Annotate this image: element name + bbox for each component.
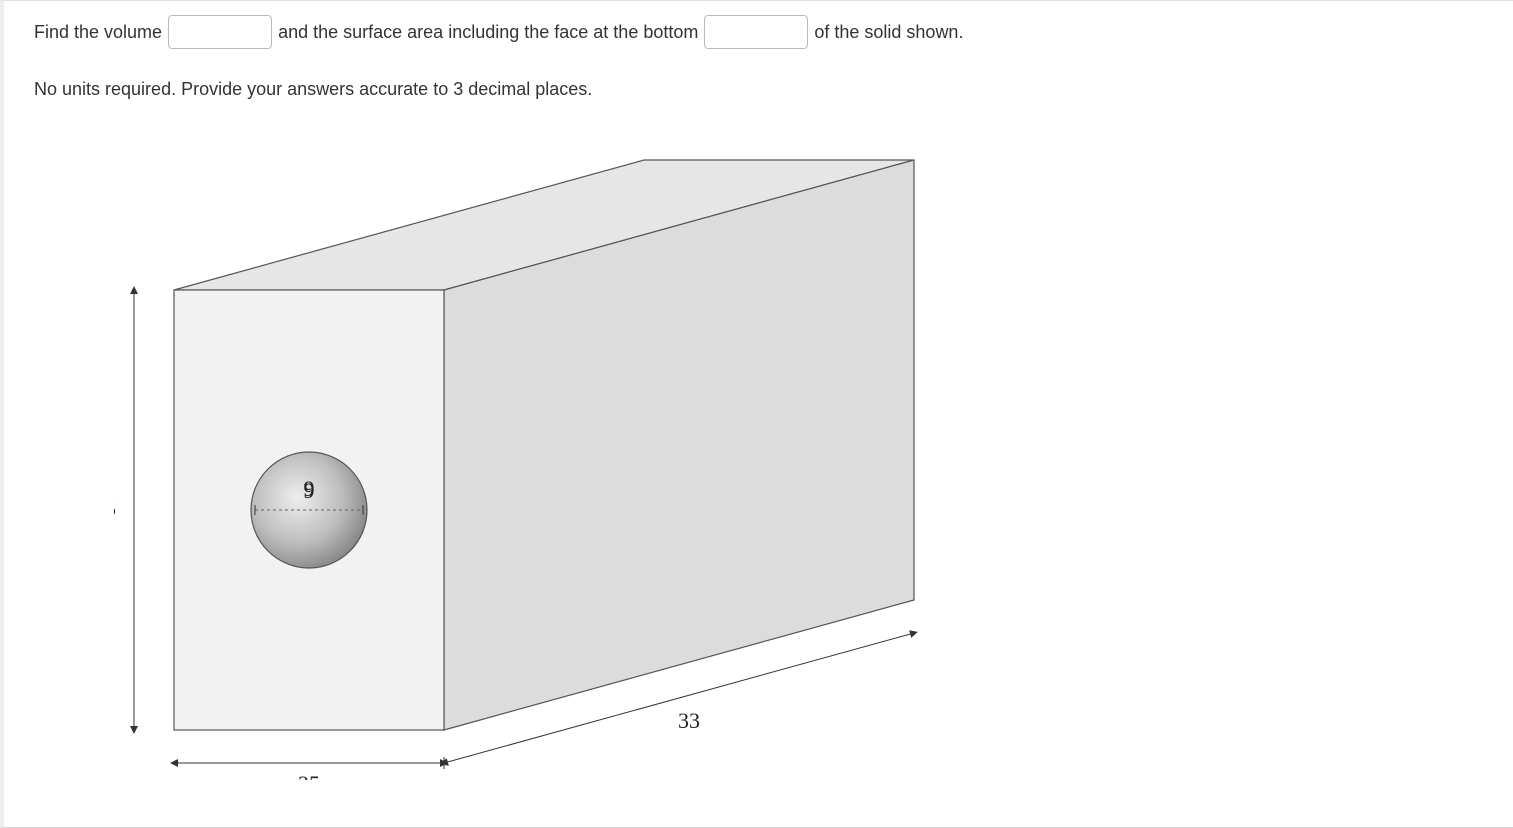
surface-area-input[interactable] [704,15,808,49]
text-precision-note: No units required. Provide your answers … [34,79,592,99]
question-line-2: No units required. Provide your answers … [34,79,1493,100]
text-surface-area: and the surface area including the face … [278,22,698,43]
prism-figure: 99352533 [114,140,1014,780]
volume-input[interactable] [168,15,272,49]
height-label: 35 [114,496,116,521]
question-card: Find the volume and the surface area inc… [0,0,1513,828]
figure-container: 99352533 [114,140,1493,785]
width-label: 25 [298,771,320,780]
text-of-solid: of the solid shown. [814,22,963,43]
text-find-volume: Find the volume [34,22,162,43]
question-line-1: Find the volume and the surface area inc… [34,15,1493,49]
hole-diameter-label: 9 [304,476,315,501]
depth-label: 33 [678,708,700,733]
